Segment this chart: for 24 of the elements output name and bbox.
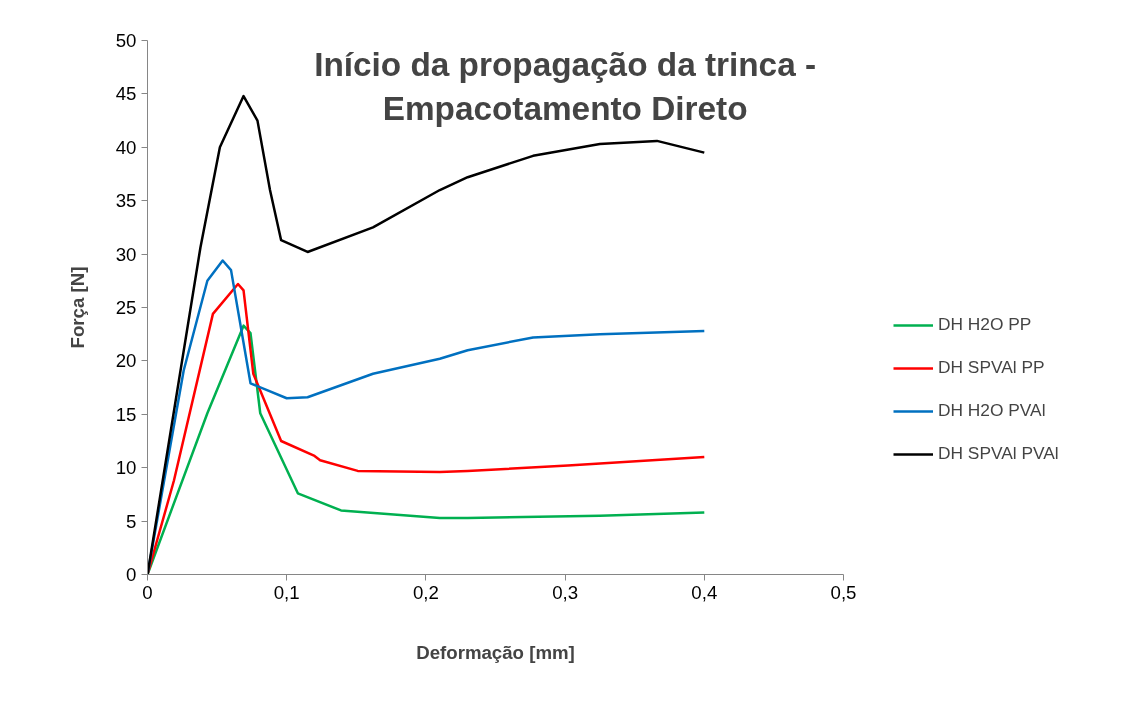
y-tick-label: 25: [115, 297, 137, 318]
y-tick-label: 45: [115, 83, 137, 105]
text: Início da propagação da trinca - Empacotamento Direto: [314, 45, 817, 128]
y-tick-label: 0: [126, 564, 137, 585]
legend-label: DH SPVAl PVAl: [938, 443, 1059, 464]
x-tick-label: 0,5: [830, 581, 857, 603]
y-tick-label: 35: [115, 190, 137, 212]
legend-label: DH H2O PVAl: [938, 400, 1046, 421]
y-tick-label: 10: [115, 457, 137, 479]
y-axis-title: Força [N]: [66, 266, 88, 349]
x-tick-label: 0,2: [412, 581, 439, 603]
y-tick-label: 50: [115, 30, 137, 51]
y-tick-label: 15: [115, 403, 137, 425]
y-tick-label: 30: [115, 243, 137, 265]
x-tick-label: 0,4: [691, 581, 718, 603]
x-axis-title: Deformação [mm]: [416, 641, 575, 663]
legend-label: DH H2O PP: [938, 314, 1032, 335]
legend-label: DH SPVAl PP: [938, 357, 1045, 378]
y-tick-label: 5: [126, 510, 137, 532]
x-tick-label: 0,1: [273, 581, 300, 603]
x-tick-label: 0: [142, 581, 153, 603]
x-tick-label: 0,3: [552, 581, 579, 603]
y-tick-label: 20: [115, 350, 137, 372]
y-tick-label: 40: [115, 136, 137, 158]
